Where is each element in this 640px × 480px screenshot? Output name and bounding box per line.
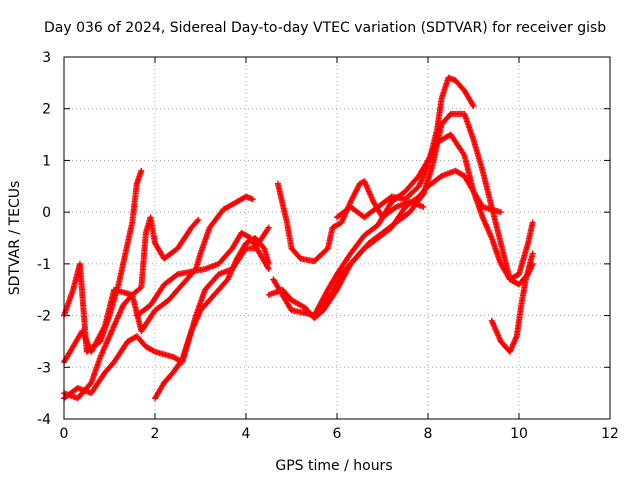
series-track-11 — [334, 74, 477, 221]
data-points — [61, 74, 536, 402]
data-point — [265, 266, 272, 273]
x-tick-label: 12 — [601, 426, 619, 442]
series-track-12 — [488, 250, 536, 355]
data-point — [194, 218, 201, 225]
data-point — [265, 224, 272, 231]
plot-frame — [63, 56, 611, 420]
y-axis-label: SDTVAR / TECUs — [7, 181, 23, 296]
series-track-5 — [152, 235, 272, 402]
x-tick-label: 2 — [151, 426, 160, 442]
data-point — [470, 103, 477, 110]
series-track-2 — [61, 214, 202, 366]
x-axis-label: GPS time / hours — [275, 458, 392, 474]
data-point — [529, 250, 536, 257]
data-point — [138, 167, 145, 174]
x-tick-label: 10 — [510, 426, 528, 442]
x-tick-label: 8 — [424, 426, 433, 442]
data-point — [195, 216, 202, 223]
data-point — [529, 219, 536, 226]
x-tick-labels: 0 2 4 6 8 10 12 — [60, 426, 619, 442]
y-tick-label: 0 — [42, 205, 51, 221]
y-tick-label: 2 — [42, 102, 51, 118]
series-track-9 — [265, 167, 504, 322]
x-tick-label: 6 — [333, 426, 342, 442]
x-tick-label: 4 — [242, 426, 251, 442]
y-tick-label: -2 — [37, 309, 51, 325]
data-point — [150, 348, 157, 355]
y-tick-label: 1 — [42, 153, 51, 169]
data-point — [420, 203, 427, 210]
data-point — [173, 272, 180, 279]
y-tick-label: -1 — [37, 257, 51, 273]
y-tick-label: -4 — [37, 412, 51, 428]
data-point — [497, 209, 504, 216]
data-point — [249, 196, 256, 203]
series-track-6 — [133, 229, 272, 319]
y-tick-label: 3 — [42, 50, 51, 66]
y-tick-labels: -4 -3 -2 -1 0 1 2 3 — [37, 50, 51, 428]
x-tick-label: 0 — [60, 426, 69, 442]
y-tick-label: -3 — [37, 360, 51, 376]
chart-title: Day 036 of 2024, Sidereal Day-to-day VTE… — [44, 20, 606, 36]
